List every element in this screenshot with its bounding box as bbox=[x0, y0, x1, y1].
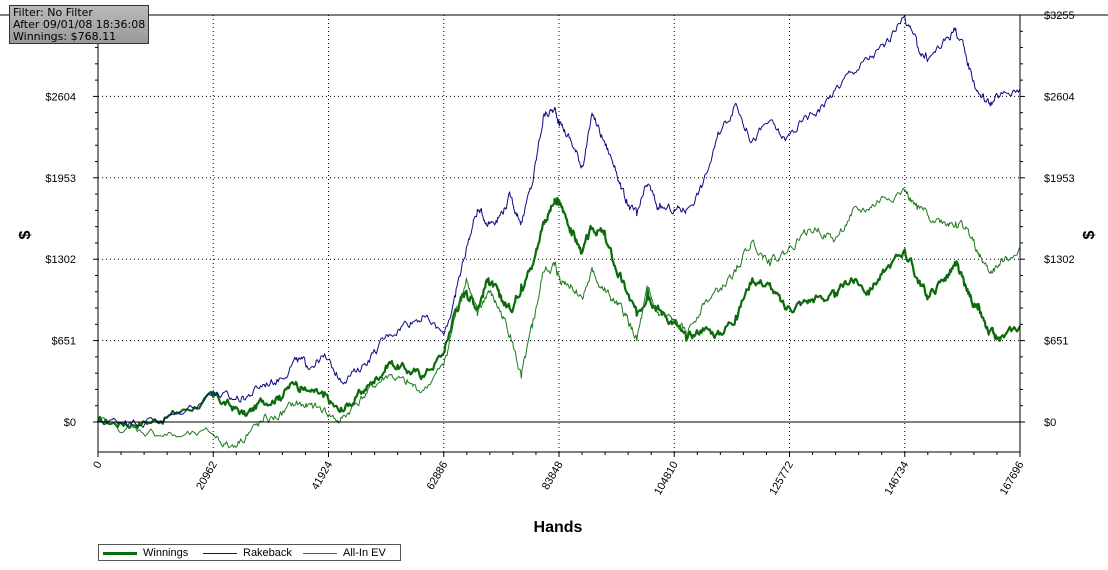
legend-swatch bbox=[303, 552, 337, 554]
y-tick-label-right: $651 bbox=[1044, 336, 1068, 348]
gridlines bbox=[98, 15, 1020, 452]
y-tick-label-right: $1953 bbox=[1044, 173, 1075, 185]
legend-swatch bbox=[203, 552, 237, 554]
legend-item: Rakeback bbox=[203, 546, 292, 560]
series-line-winnings bbox=[96, 196, 1021, 430]
series-line-all-in-ev bbox=[97, 187, 1021, 449]
x-tick-label: 167696 bbox=[998, 460, 1027, 498]
legend-item: All-In EV bbox=[303, 546, 386, 560]
x-tick-label: 146734 bbox=[883, 460, 912, 498]
legend-label: Winnings bbox=[143, 547, 189, 559]
filter-info-box: Filter: No Filter After 09/01/08 18:36:0… bbox=[9, 5, 149, 44]
y-tick-label-right: $0 bbox=[1044, 417, 1056, 429]
filter-line: Filter: No Filter bbox=[13, 6, 93, 19]
y-axis-title-left: $ bbox=[17, 230, 34, 239]
date-filter-line: After 09/01/08 18:36:08 bbox=[13, 18, 146, 31]
legend-label: All-In EV bbox=[343, 547, 386, 559]
x-tick-label: 41924 bbox=[309, 460, 335, 492]
legend-label: Rakeback bbox=[243, 547, 292, 559]
x-tick-label: 125772 bbox=[767, 460, 796, 498]
axes: 0 20962 41924 62886 83848 104810 125772 146734 1… bbox=[0, 10, 1108, 497]
y-tick-label-left: $0 bbox=[64, 417, 76, 429]
x-tick-label: 83848 bbox=[540, 460, 566, 492]
x-axis-title: Hands bbox=[534, 519, 583, 536]
y-tick-label-right: $3255 bbox=[1044, 10, 1075, 22]
legend: Winnings Rakeback All-In EV bbox=[98, 544, 401, 561]
y-tick-label-right: $1302 bbox=[1044, 254, 1075, 266]
x-tick-label: 0 bbox=[91, 460, 104, 471]
y-tick-label-left: $651 bbox=[52, 336, 76, 348]
x-tick-label: 20962 bbox=[194, 460, 220, 492]
series-line-rakeback bbox=[97, 15, 1021, 428]
y-tick-label-left: $1302 bbox=[45, 254, 76, 266]
winnings-line: Winnings: $768.11 bbox=[13, 30, 117, 43]
y-tick-label-right: $2604 bbox=[1044, 91, 1075, 103]
y-tick-label-left: $2604 bbox=[45, 91, 76, 103]
legend-swatch bbox=[103, 551, 137, 555]
y-tick-label-left: $1953 bbox=[45, 173, 76, 185]
legend-item: Winnings bbox=[103, 546, 188, 560]
x-tick-label: 104810 bbox=[652, 460, 681, 498]
y-axis-title-right: $ bbox=[1081, 230, 1098, 239]
series-layer bbox=[96, 15, 1021, 449]
x-tick-label: 62886 bbox=[425, 460, 451, 492]
